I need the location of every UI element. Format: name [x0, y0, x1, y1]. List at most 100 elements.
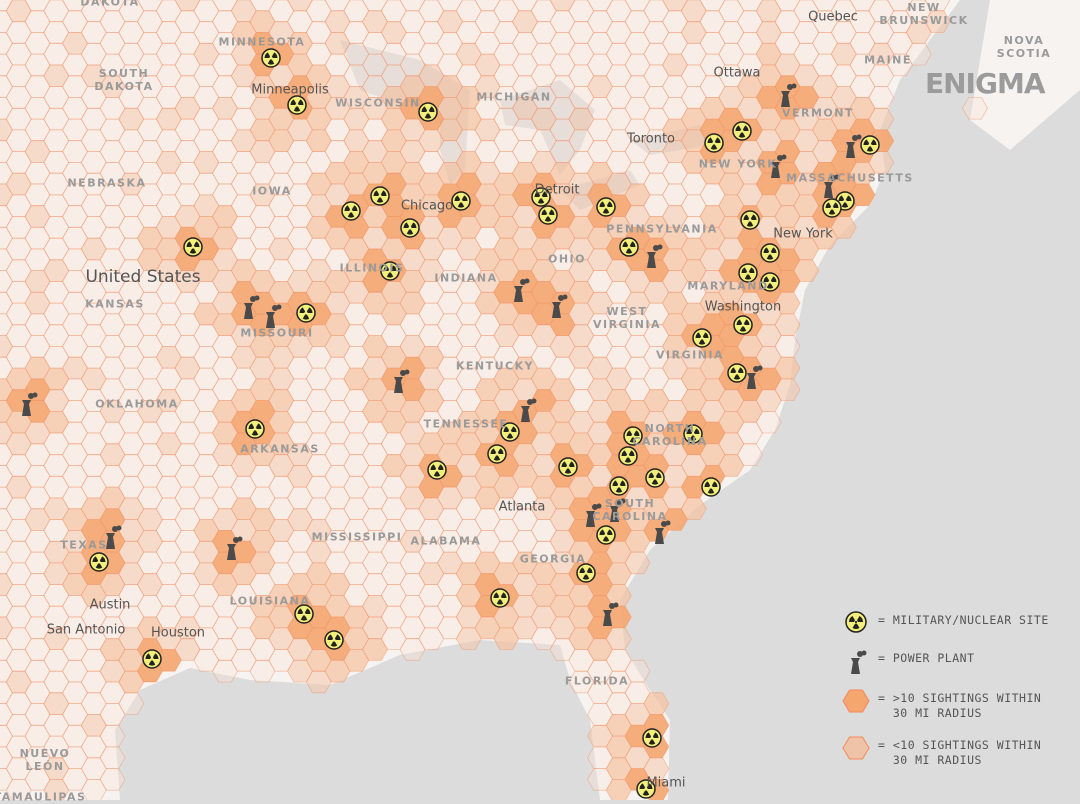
sighting-hex: [24, 10, 51, 33]
radiation-icon[interactable]: [400, 218, 420, 238]
power-plant-icon[interactable]: [846, 134, 862, 159]
radiation-icon[interactable]: [296, 303, 316, 323]
radiation-icon[interactable]: [531, 187, 551, 207]
radiation-icon[interactable]: [261, 48, 281, 68]
power-plant-icon[interactable]: [521, 398, 537, 423]
sighting-hex: [5, 324, 32, 347]
region-label: OKLAHOMA: [95, 397, 179, 411]
power-plant-icon[interactable]: [771, 154, 787, 179]
sighting-hex: [43, 649, 70, 672]
power-plant-icon[interactable]: [514, 278, 530, 303]
sighting-hex: [137, 313, 163, 337]
radiation-icon[interactable]: [860, 135, 880, 155]
radiation-icon[interactable]: [341, 201, 361, 221]
radiation-icon[interactable]: [596, 197, 616, 217]
radiation-icon[interactable]: [609, 476, 629, 496]
power-plant-icon[interactable]: [244, 295, 260, 320]
sighting-hex: [193, 627, 220, 650]
sighting-hex: [287, 465, 313, 488]
radiation-icon[interactable]: [596, 525, 616, 545]
sighting-hex: [324, 508, 351, 531]
radiation-icon[interactable]: [287, 95, 307, 115]
radiation-icon[interactable]: [760, 272, 780, 292]
radiation-icon[interactable]: [183, 237, 203, 257]
power-plant-icon[interactable]: [747, 365, 763, 390]
city-label: Houston: [150, 625, 206, 641]
radiation-icon[interactable]: [645, 468, 665, 488]
sighting-hex: [118, 367, 145, 391]
radiation-icon[interactable]: [760, 243, 780, 263]
radiation-icon[interactable]: [538, 205, 558, 225]
sighting-hex: [155, 497, 182, 520]
sighting-hex: [437, 291, 463, 315]
radiation-icon[interactable]: [490, 588, 510, 608]
radiation-icon[interactable]: [245, 419, 265, 439]
sighting-hex: [399, 616, 426, 640]
sighting-hex: [80, 714, 107, 737]
sighting-hex: [624, 140, 651, 163]
power-plant-icon[interactable]: [266, 304, 282, 329]
sighting-hex: [305, 367, 332, 391]
radiation-icon[interactable]: [418, 102, 438, 122]
radiation-icon[interactable]: [618, 446, 638, 466]
power-plant-icon[interactable]: [552, 294, 568, 319]
power-plant-icon[interactable]: [394, 369, 410, 394]
radiation-icon[interactable]: [89, 552, 109, 572]
sighting-hex: [62, 616, 88, 640]
radiation-icon[interactable]: [324, 630, 344, 650]
power-plant-icon[interactable]: [824, 174, 840, 199]
sighting-hex: [587, 659, 613, 683]
power-plant-icon[interactable]: [781, 83, 797, 108]
region-label: SOUTH DAKOTA: [94, 67, 154, 93]
radiation-icon[interactable]: [683, 424, 703, 444]
radiation-icon[interactable]: [822, 198, 842, 218]
radiation-icon[interactable]: [427, 460, 447, 480]
power-plant-icon[interactable]: [22, 392, 38, 417]
sighting-hex: [99, 703, 126, 726]
power-plant-icon[interactable]: [655, 520, 671, 545]
power-plant-icon[interactable]: [586, 503, 602, 528]
hex-light-icon: [842, 736, 870, 760]
radiation-icon[interactable]: [142, 649, 162, 669]
sighting-hex: [587, 10, 613, 33]
radiation-icon[interactable]: [692, 328, 712, 348]
radiation-icon[interactable]: [380, 261, 400, 281]
power-plant-icon[interactable]: [610, 498, 626, 523]
radiation-icon[interactable]: [701, 477, 721, 497]
sighting-hex: [230, 649, 257, 672]
sighting-hex: [268, 237, 295, 261]
sighting-hex: [624, 118, 651, 142]
sighting-hex: [287, 0, 313, 12]
sighting-hex: [587, 32, 613, 55]
radiation-icon[interactable]: [727, 363, 747, 383]
radiation-icon[interactable]: [733, 315, 753, 335]
sighting-hex: [24, 205, 51, 228]
radiation-icon[interactable]: [294, 604, 314, 624]
radiation-icon[interactable]: [732, 121, 752, 141]
radiation-icon[interactable]: [370, 186, 390, 206]
power-plant-icon[interactable]: [603, 602, 619, 627]
radiation-icon[interactable]: [642, 728, 662, 748]
radiation-icon[interactable]: [558, 457, 578, 477]
radiation-icon[interactable]: [487, 444, 507, 464]
radiation-icon[interactable]: [738, 263, 758, 283]
sighting-hex: [24, 465, 51, 488]
power-plant-icon[interactable]: [227, 536, 243, 561]
sighting-hex: [324, 335, 351, 358]
city-label: Toronto: [627, 131, 675, 147]
sighting-hex: [99, 53, 126, 77]
legend-military: = MILITARY/NUCLEAR SITE: [842, 610, 1072, 634]
power-plant-icon[interactable]: [106, 525, 122, 550]
radiation-icon[interactable]: [619, 237, 639, 257]
sighting-hex: [493, 497, 520, 520]
radiation-icon[interactable]: [451, 191, 471, 211]
radiation-icon[interactable]: [636, 779, 656, 799]
radiation-icon[interactable]: [704, 133, 724, 153]
power-plant-icon[interactable]: [647, 244, 663, 269]
radiation-icon[interactable]: [740, 210, 760, 230]
radiation-icon[interactable]: [500, 422, 520, 442]
sighting-hex: [399, 595, 426, 618]
radiation-icon[interactable]: [623, 426, 643, 446]
radiation-icon[interactable]: [576, 563, 596, 583]
